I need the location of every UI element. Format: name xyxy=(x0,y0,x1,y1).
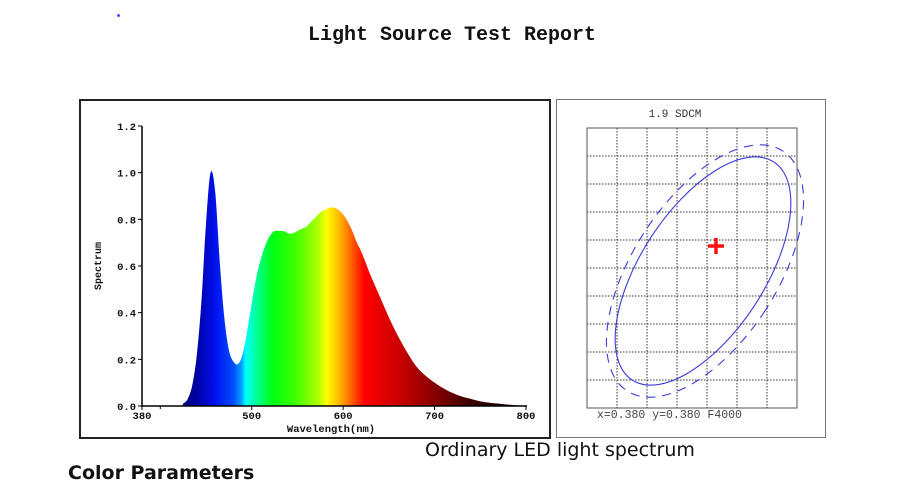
y-tick-label: 1.0 xyxy=(117,169,136,181)
spectrum-area xyxy=(142,171,526,406)
y-tick-label: 0.6 xyxy=(117,262,136,274)
stray-dot xyxy=(117,14,120,17)
sdcm-grid xyxy=(587,128,797,408)
x-tick-label: 380 xyxy=(133,411,152,423)
sdcm-panel xyxy=(556,99,826,438)
chromaticity-marker-plus-icon xyxy=(708,238,724,254)
y-tick-label: 0.4 xyxy=(117,309,136,321)
sdcm-coordinates: x=0.380 y=0.380 F4000 xyxy=(597,409,742,422)
y-tick-label: 0.0 xyxy=(117,402,136,414)
y-axis-label: Spectrum xyxy=(94,242,105,290)
y-ticks: 0.0 0.2 0.4 0.6 0.8 1.0 1.2 xyxy=(117,122,142,414)
y-tick-label: 0.8 xyxy=(117,215,136,227)
sdcm-chart: 1.9 SDCM x=0.380 y=0.380 F4000 xyxy=(586,109,805,422)
sdcm-title: 1.9 SDCM xyxy=(649,109,702,121)
x-tick-label: 800 xyxy=(517,411,536,423)
y-tick-label: 1.2 xyxy=(117,122,136,134)
x-tick-label: 600 xyxy=(334,411,353,423)
chart-caption: Ordinary LED light spectrum xyxy=(425,439,695,461)
outer-dashed-ellipse xyxy=(605,144,805,398)
sdcm-plot-frame xyxy=(586,127,798,409)
x-axis-label: Wavelength(nm) xyxy=(287,424,375,436)
inner-ellipse xyxy=(614,156,792,386)
x-tick-label: 500 xyxy=(242,411,261,423)
spectrum-chart-panel xyxy=(79,99,551,439)
spectrum-chart: 0.0 0.2 0.4 0.6 0.8 1.0 1.2 380 500 600 700 800 Sp… xyxy=(94,122,536,436)
section-heading-color-parameters: Color Parameters xyxy=(68,462,255,484)
report-title: Light Source Test Report xyxy=(307,24,597,47)
x-tick-label: 700 xyxy=(425,411,444,423)
x-ticks: 380 500 600 700 800 xyxy=(133,406,536,423)
y-tick-label: 0.2 xyxy=(117,355,136,367)
